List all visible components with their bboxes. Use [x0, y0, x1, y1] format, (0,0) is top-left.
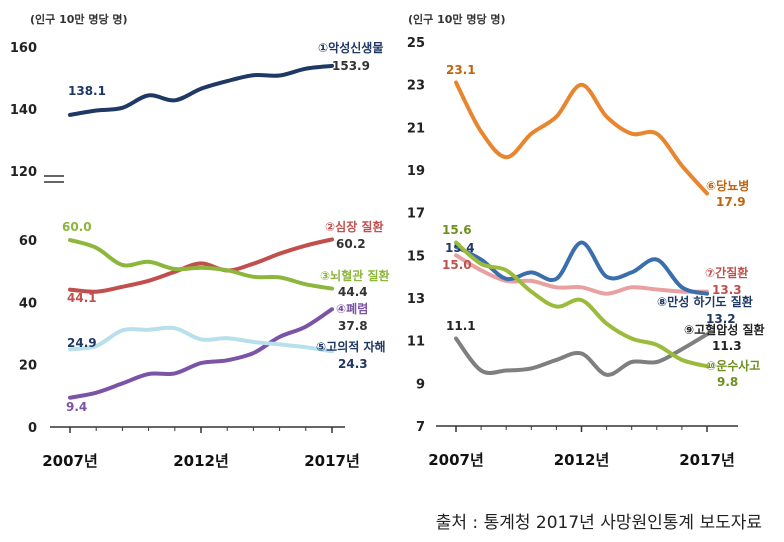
right-series-start-label: 15.0	[442, 258, 472, 272]
left-series-start-label: 60.0	[62, 220, 92, 234]
left-series-end-label: 44.4	[338, 285, 368, 299]
left-series-line	[68, 307, 334, 400]
right-y-tick-label: 25	[407, 36, 425, 51]
left-y-tick-label: 0	[28, 421, 37, 436]
left-series-name-label: ⑤고의적 자해	[316, 339, 386, 354]
left-series-name-label: ②심장 질환	[325, 219, 384, 234]
right-series-start-label: 11.1	[446, 319, 476, 333]
right-series-name-label: ⑧만성 하기도 질환	[657, 294, 753, 309]
left-unit-label: (인구 10만 명당 명)	[30, 12, 128, 26]
right-y-tick-label: 9	[416, 377, 425, 392]
left-y-tick-label: 20	[19, 359, 37, 374]
right-y-tick-label: 17	[407, 207, 425, 222]
right-series-line	[454, 253, 709, 296]
left-series-line	[68, 238, 334, 291]
right-series-line	[454, 240, 709, 296]
left-x-tick-label: 2007년	[42, 452, 98, 470]
right-series-end-label: 13.2	[706, 312, 736, 326]
left-series-start-label: 44.1	[67, 291, 97, 305]
left-y-tick-label: 40	[19, 296, 37, 311]
right-series-end-label: 9.8	[717, 375, 738, 389]
right-series-name-label: ⑩운수사고	[706, 358, 760, 373]
left-y-tick-label: 60	[19, 234, 37, 249]
right-series-start-label: 15.6	[442, 223, 472, 237]
left-x-tick-label: 2017년	[304, 452, 360, 470]
left-series-name-label: ④폐렴	[336, 301, 368, 316]
right-series-name-label: ⑨고혈압성 질환	[684, 322, 765, 337]
right-y-tick-label: 21	[407, 121, 425, 136]
right-y-tick-label: 15	[407, 249, 425, 264]
left-series-end-label: 60.2	[336, 237, 366, 251]
right-x-tick-label: 2012년	[554, 451, 610, 469]
right-x-tick-label: 2017년	[679, 451, 735, 469]
right-series-end-label: 13.3	[712, 283, 742, 297]
right-unit-label: (인구 10만 명당 명)	[408, 12, 506, 26]
right-series-name-label: ⑥당뇨병	[706, 178, 749, 193]
right-y-tick-label: 23	[407, 79, 425, 94]
right-series-start-label: 23.1	[446, 63, 476, 77]
left-y-tick-label: 160	[10, 41, 37, 56]
right-y-tick-label: 11	[407, 335, 425, 350]
right-series-line	[454, 332, 709, 377]
left-series-name-label: ①악성신생물	[318, 40, 383, 55]
right-series-name-label: ⑦간질환	[705, 265, 748, 280]
right-x-tick-label: 2007년	[428, 451, 484, 469]
left-series-end-label: 37.8	[338, 319, 368, 333]
right-y-tick-label: 19	[407, 164, 425, 179]
right-series-end-label: 17.9	[716, 195, 746, 209]
left-series-start-label: 9.4	[66, 400, 87, 414]
left-x-tick-label: 2012년	[173, 452, 229, 470]
right-series-end-label: 11.3	[712, 339, 742, 353]
right-y-tick-label: 13	[407, 292, 425, 307]
left-series-line	[68, 237, 334, 294]
left-y-tick-label: 120	[10, 165, 37, 180]
left-series-line	[68, 63, 334, 117]
left-series-end-label: 24.3	[338, 357, 368, 371]
left-series-line	[68, 325, 334, 354]
left-series-name-label: ③뇌혈관 질환	[320, 268, 390, 283]
left-y-tick-label: 140	[10, 103, 37, 118]
left-series-end-label: 153.9	[332, 59, 370, 73]
left-series-start-label: 138.1	[68, 84, 106, 98]
left-series-start-label: 24.9	[67, 336, 97, 350]
right-series-line	[454, 80, 709, 196]
right-y-tick-label: 7	[416, 420, 425, 435]
source-note: 출처 : 통계청 2017년 사망원인통계 보도자료	[435, 513, 762, 533]
right-series-line	[454, 240, 709, 369]
